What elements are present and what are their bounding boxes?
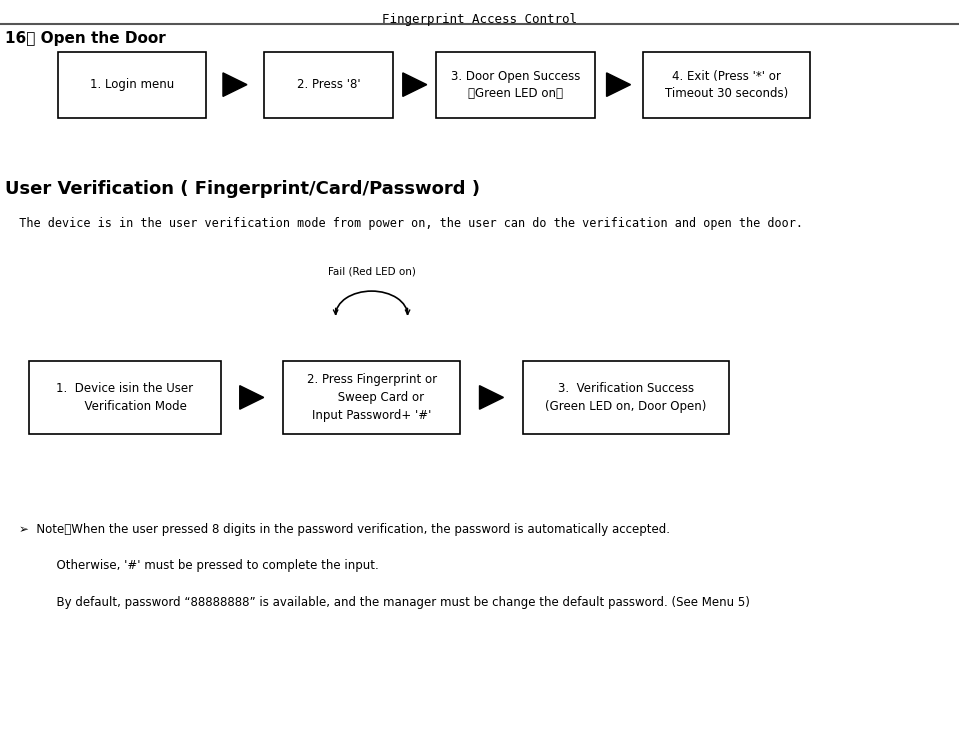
Text: Fail (Red LED on): Fail (Red LED on) xyxy=(328,266,415,276)
FancyBboxPatch shape xyxy=(283,361,460,434)
FancyBboxPatch shape xyxy=(264,52,393,118)
FancyBboxPatch shape xyxy=(29,361,221,434)
Text: Otherwise, '#' must be pressed to complete the input.: Otherwise, '#' must be pressed to comple… xyxy=(19,559,379,573)
FancyBboxPatch shape xyxy=(643,52,810,118)
Polygon shape xyxy=(607,73,631,96)
Text: The device is in the user verification mode from power on, the user can do the v: The device is in the user verification m… xyxy=(5,217,803,230)
Text: 4. Exit (Press '*' or
Timeout 30 seconds): 4. Exit (Press '*' or Timeout 30 seconds… xyxy=(665,70,788,99)
Text: User Verification ( Fingerprint/Card/Password ): User Verification ( Fingerprint/Card/Pas… xyxy=(5,180,480,198)
FancyBboxPatch shape xyxy=(523,361,729,434)
Text: By default, password “88888888” is available, and the manager must be change the: By default, password “88888888” is avail… xyxy=(19,596,750,609)
Text: Fingerprint Access Control: Fingerprint Access Control xyxy=(382,13,577,26)
FancyBboxPatch shape xyxy=(58,52,206,118)
Text: 1.  Device isin the User
      Verification Mode: 1. Device isin the User Verification Mod… xyxy=(57,382,193,413)
Text: 2. Press '8': 2. Press '8' xyxy=(296,78,361,91)
FancyBboxPatch shape xyxy=(436,52,595,118)
Polygon shape xyxy=(222,73,247,96)
Text: 3.  Verification Success
(Green LED on, Door Open): 3. Verification Success (Green LED on, D… xyxy=(545,382,707,413)
Text: 16） Open the Door: 16） Open the Door xyxy=(5,31,166,46)
Text: 3. Door Open Success
（Green LED on）: 3. Door Open Success （Green LED on） xyxy=(451,70,580,99)
Text: ➢  Note：When the user pressed 8 digits in the password verification, the passwor: ➢ Note：When the user pressed 8 digits in… xyxy=(19,523,670,536)
Polygon shape xyxy=(480,386,503,409)
Text: 1. Login menu: 1. Login menu xyxy=(90,78,174,91)
Polygon shape xyxy=(403,73,427,96)
Polygon shape xyxy=(240,386,264,409)
Text: 2. Press Fingerprint or
     Sweep Card or
Input Password+ '#': 2. Press Fingerprint or Sweep Card or In… xyxy=(307,373,436,422)
